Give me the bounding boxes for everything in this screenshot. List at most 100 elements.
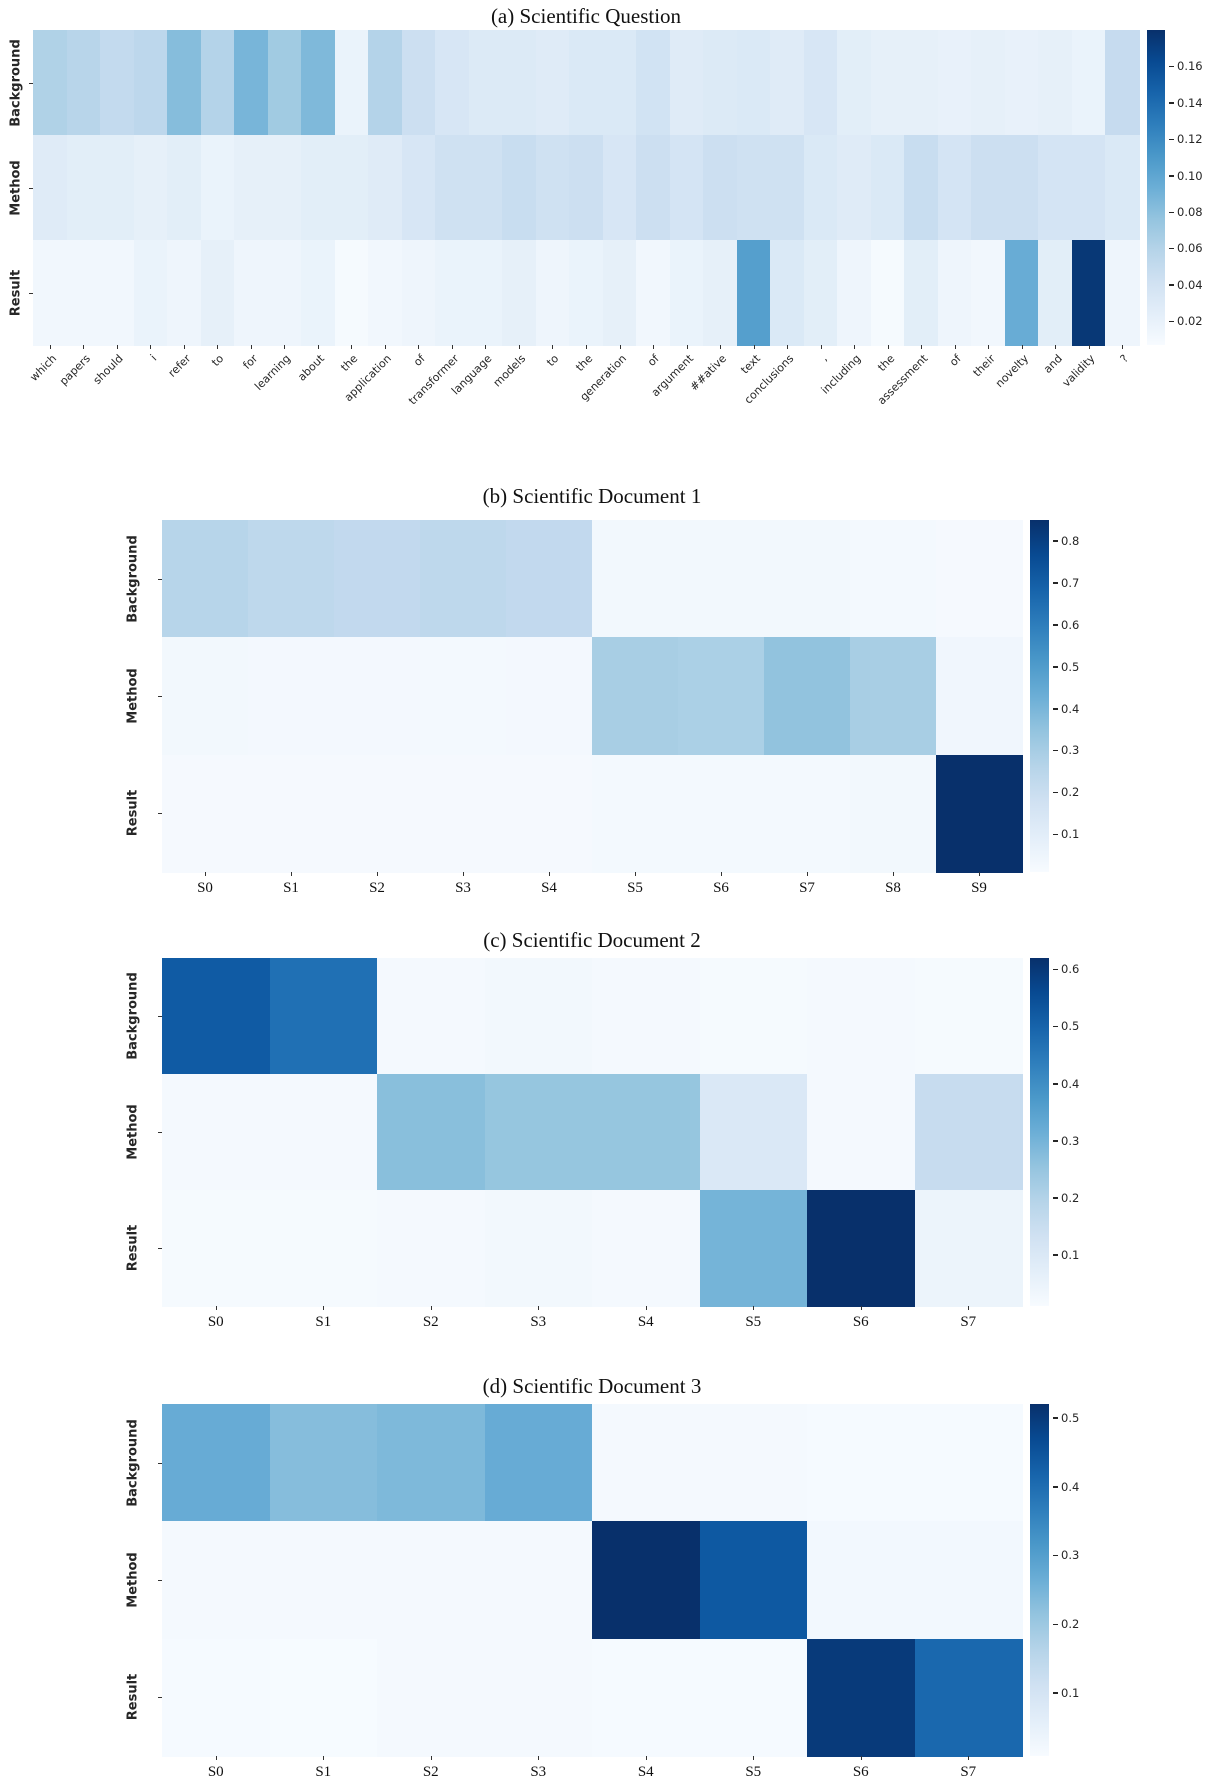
- heatmap-cell: [269, 1521, 378, 1640]
- x-tick-label-sentence: S4: [541, 880, 557, 896]
- colorbar-tick-label: 0.3: [1061, 743, 1080, 758]
- x-tick-mark: [753, 1306, 755, 1310]
- x-tick-mark: [753, 345, 755, 349]
- x-tick-mark: [635, 872, 636, 876]
- heatmap-cell: [914, 1404, 1023, 1522]
- heatmap-cell: [506, 520, 593, 638]
- x-tick-mark: [418, 345, 420, 349]
- heatmap-cell: [420, 754, 507, 873]
- heatmap-cell: [850, 754, 937, 873]
- heatmap-cell: [484, 1074, 593, 1191]
- x-tick-mark: [116, 345, 118, 349]
- heatmap-cell: [807, 1404, 916, 1522]
- heatmap-cell: [592, 1638, 701, 1757]
- x-tick-mark: [284, 345, 286, 349]
- x-tick-label-token: text: [738, 352, 763, 377]
- heatmap-cell: [167, 135, 202, 241]
- heatmap-cell: [636, 135, 671, 241]
- heatmap-cell: [334, 240, 369, 346]
- heatmap-cell: [535, 240, 570, 346]
- colorbar-tick-mark: [1169, 211, 1174, 214]
- heatmap-cell: [837, 240, 872, 346]
- heatmap-cell: [200, 240, 235, 346]
- heatmap-cell: [368, 240, 403, 346]
- heatmap-cell: [807, 958, 916, 1075]
- colorbar: [1030, 1404, 1049, 1756]
- colorbar-tick-mark: [1053, 1083, 1058, 1085]
- heatmap-cell: [807, 1638, 916, 1757]
- x-tick-label-sentence: S6: [852, 1764, 869, 1780]
- heatmap-cell: [66, 30, 101, 136]
- y-tick-mark: [158, 1580, 162, 1581]
- heatmap-cell: [764, 754, 851, 873]
- x-tick-label-token: i: [148, 352, 160, 364]
- heatmap-cell: [678, 754, 765, 873]
- heatmap-cell: [914, 1638, 1023, 1757]
- heatmap-cell: [162, 754, 249, 873]
- colorbar-tick-mark: [1053, 708, 1058, 710]
- x-tick-label-token: ,: [818, 352, 830, 364]
- x-tick-label-token: ?: [1118, 352, 1132, 366]
- x-tick-label-sentence: S2: [422, 1314, 439, 1330]
- heatmap-cell: [269, 1404, 378, 1522]
- heatmap-cell: [592, 637, 679, 756]
- heatmap-cell: [736, 240, 771, 346]
- heatmap-cell: [502, 30, 537, 136]
- x-tick-mark: [215, 1756, 217, 1760]
- heatmap-cell: [914, 1521, 1023, 1640]
- y-axis-label-result: Result: [8, 269, 24, 316]
- colorbar-tick-label: 0.08: [1177, 205, 1203, 220]
- heatmap-cell: [699, 958, 808, 1075]
- heatmap-cell: [200, 135, 235, 241]
- x-tick-label-sentence: S0: [207, 1314, 224, 1330]
- heatmap-cell: [703, 30, 738, 136]
- colorbar-tick-label: 0.4: [1061, 1076, 1080, 1091]
- x-tick-label-token: models: [490, 352, 529, 390]
- y-tick-mark: [29, 82, 33, 84]
- x-tick-mark: [384, 345, 386, 349]
- heatmap-cell: [269, 1638, 378, 1757]
- y-axis-label-background: Background: [125, 972, 141, 1060]
- heatmap-cell: [133, 30, 168, 136]
- x-tick-mark: [820, 345, 822, 349]
- heatmap-cell: [1071, 30, 1107, 136]
- heatmap-cell: [678, 520, 765, 638]
- heatmap-cell: [669, 240, 704, 346]
- colorbar-tick-mark: [1169, 102, 1174, 104]
- x-tick-label-token: novelty: [992, 352, 1031, 391]
- heatmap-cell: [1038, 135, 1073, 241]
- y-axis-label-background: Background: [125, 534, 141, 623]
- x-tick-label-sentence: S3: [530, 1764, 547, 1780]
- y-axis-label-method: Method: [125, 668, 141, 724]
- heatmap-cell: [569, 30, 604, 136]
- heatmap-cell: [937, 240, 973, 346]
- heatmap-cell: [506, 754, 593, 873]
- x-tick-mark: [720, 345, 722, 349]
- panel-d-title: (d) Scientific Document 3: [482, 1374, 702, 1398]
- heatmap-cell: [850, 520, 937, 638]
- heatmap-cell: [33, 240, 68, 346]
- heatmap-cell: [770, 135, 805, 241]
- x-tick-mark: [619, 345, 621, 349]
- heatmap-cell: [301, 135, 336, 241]
- x-tick-mark: [549, 872, 550, 876]
- colorbar-tick-mark: [1053, 1692, 1058, 1694]
- x-tick-mark: [968, 1756, 970, 1760]
- colorbar-tick-label: 0.6: [1061, 617, 1080, 632]
- x-tick-label-token: of: [947, 352, 964, 369]
- heatmap-cell: [368, 135, 403, 241]
- heatmap-cell: [377, 1190, 486, 1307]
- x-tick-label-token: validity: [1060, 352, 1098, 390]
- heatmap-cell: [162, 958, 271, 1075]
- heatmap-cell: [764, 637, 851, 756]
- heatmap-cell: [699, 1074, 808, 1191]
- y-tick-mark: [29, 292, 33, 294]
- heatmap-cell: [870, 135, 905, 241]
- x-tick-label-token: of: [645, 352, 663, 369]
- x-tick-label-token: to: [209, 352, 227, 370]
- heatmap-cell: [699, 1190, 808, 1307]
- colorbar-tick-label: 0.2: [1061, 1190, 1080, 1205]
- heatmap-cell: [937, 30, 973, 136]
- y-axis-label-method: Method: [125, 1104, 141, 1160]
- y-tick-mark: [158, 1697, 162, 1699]
